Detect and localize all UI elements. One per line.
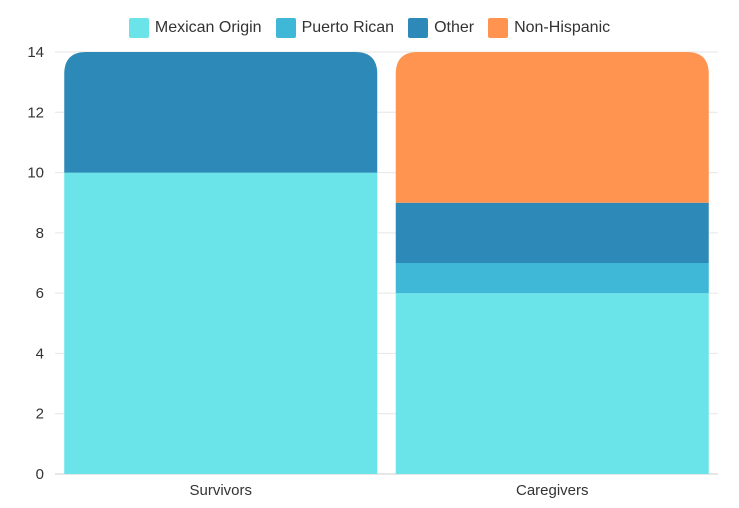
bars: [64, 52, 709, 475]
y-tick-label: 14: [27, 44, 44, 61]
bar-segment-survivors-other[interactable]: [64, 52, 378, 173]
y-tick-label: 2: [36, 406, 44, 423]
x-tick-label: Survivors: [189, 482, 252, 499]
x-axis-ticks: Survivors Caregivers: [189, 482, 588, 499]
legend-label-other: Other: [434, 19, 475, 36]
legend-swatch-puerto-rican: [275, 18, 296, 38]
bar-segment-survivors-mexican-origin[interactable]: [64, 172, 378, 475]
y-tick-label: 8: [36, 225, 44, 242]
legend-label-non-hispanic: Non-Hispanic: [514, 19, 611, 36]
legend-swatch-mexican-origin: [128, 18, 149, 38]
bar-segment-caregivers-other[interactable]: [395, 202, 709, 263]
legend-item-puerto-rican[interactable]: Puerto Rican: [275, 18, 395, 38]
legend-swatch-other: [408, 18, 429, 38]
y-axis-ticks: 0 2 4 6 8 10 12 14: [27, 44, 44, 483]
y-tick-label: 10: [27, 165, 44, 182]
legend-item-non-hispanic[interactable]: Non-Hispanic: [488, 18, 610, 38]
y-tick-label: 6: [36, 285, 44, 302]
legend: Mexican Origin Puerto Rican Other Non-Hi…: [0, 18, 739, 38]
y-tick-label: 12: [27, 104, 44, 121]
y-tick-label: 4: [36, 345, 44, 362]
bar-segment-caregivers-mexican-origin[interactable]: [395, 293, 709, 474]
legend-item-other[interactable]: Other: [408, 18, 474, 38]
x-tick-label: Caregivers: [516, 482, 589, 499]
legend-swatch-non-hispanic: [488, 18, 509, 38]
bar-segment-caregivers-non-hispanic[interactable]: [395, 52, 709, 203]
legend-item-mexican-origin[interactable]: Mexican Origin: [128, 18, 262, 38]
legend-label-mexican-origin: Mexican Origin: [154, 19, 262, 36]
legend-label-puerto-rican: Puerto Rican: [301, 19, 395, 36]
bar-segment-caregivers-puerto-rican[interactable]: [395, 263, 709, 294]
y-tick-label: 0: [36, 466, 44, 483]
